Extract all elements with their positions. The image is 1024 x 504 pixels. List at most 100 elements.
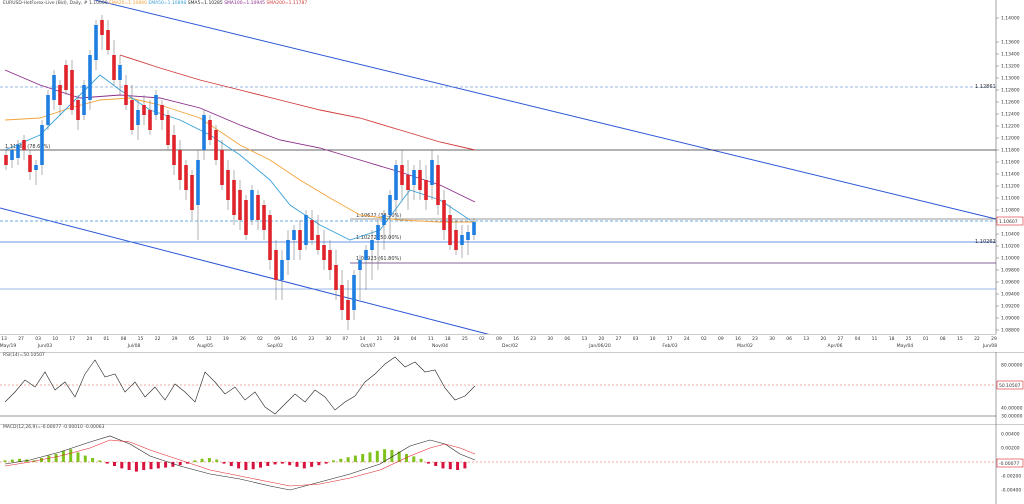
macd-histogram-bar <box>463 462 467 469</box>
macd-pane[interactable]: 0.00400 0.00200 -0.00200 -0.00400 -0.00077 M… <box>0 424 1024 504</box>
macd-histogram-bar <box>324 462 328 464</box>
macd-histogram-bar <box>456 462 460 470</box>
price-tick-label: 1.13600 <box>1001 40 1020 46</box>
candle-body <box>256 195 260 220</box>
time-tick-label: 10 <box>650 336 656 342</box>
macd-current-tag-label: -0.00077 <box>999 461 1019 467</box>
month-label: Jul/08 <box>127 343 141 349</box>
macd-histogram <box>3 449 467 472</box>
month-label: Sep/02 <box>267 343 283 349</box>
candle-body <box>376 225 380 240</box>
candle-body <box>298 230 302 250</box>
time-tick-label: 06 <box>786 336 792 342</box>
rsi-info: RSI(14)=50.10507 <box>3 353 45 358</box>
sma100-line <box>4 69 476 203</box>
time-tick-label: 04 <box>411 336 417 342</box>
macd-histogram-bar <box>120 462 124 469</box>
candle-body <box>412 170 416 185</box>
candle-body <box>370 240 374 250</box>
macd-histogram-bar <box>164 462 168 468</box>
candle-body <box>22 140 26 150</box>
price-tick-label: 1.10000 <box>1001 256 1020 262</box>
time-tick-label: 13 <box>1 336 7 342</box>
candle-body <box>448 215 452 245</box>
candle-body <box>406 175 410 190</box>
time-tick-label: 30 <box>325 336 331 342</box>
fib-label-2: 1.10622 (38.20%) <box>356 213 401 219</box>
price-tick-label: 1.12800 <box>1001 88 1020 94</box>
candle-body <box>238 190 242 220</box>
price-tick-label: 1.09800 <box>1001 268 1020 274</box>
candle-body <box>460 235 464 245</box>
candle-body <box>280 260 284 280</box>
candle-body <box>166 115 170 145</box>
candle-body <box>232 180 236 215</box>
macd-line <box>4 435 476 491</box>
candle-body <box>436 165 440 205</box>
time-tick-label: 09 <box>718 336 724 342</box>
candle-body <box>328 250 332 270</box>
price-chart-canvas[interactable]: 1.14000 1.13600 1.13400 1.13200 1.13000 1.128… <box>0 0 1024 343</box>
price-tick-label: 1.09200 <box>1001 304 1020 310</box>
month-label: Jun/08 <box>982 343 997 349</box>
macd-histogram-bar <box>405 454 408 462</box>
macd-histogram-bar <box>346 457 350 462</box>
macd-histogram-bar <box>353 455 357 462</box>
macd-histogram-bar <box>142 462 146 470</box>
candle-body <box>10 150 14 160</box>
time-tick-label: 30 <box>547 336 553 342</box>
candle-body <box>52 75 56 100</box>
candle-body <box>274 250 278 280</box>
price-tick-label: 1.09000 <box>1001 316 1020 322</box>
time-tick-label: 17 <box>667 336 673 342</box>
macd-histogram-bar <box>434 462 438 466</box>
time-tick-label: 24 <box>684 336 690 342</box>
month-label: Jun/03 <box>37 343 52 349</box>
macd-histogram-bar <box>47 455 51 462</box>
candle-body <box>88 55 92 100</box>
month-label: Jan/06/20 <box>588 343 611 349</box>
macd-tick-label: 0.00200 <box>1001 446 1020 452</box>
rsi-pane[interactable]: 80.0000060.0000040.0000030.0000050.10507… <box>0 352 1024 424</box>
rsi-current-tag: 50.10507 <box>996 380 1024 390</box>
month-label: May/04 <box>897 343 914 349</box>
candle-body <box>178 150 182 180</box>
candle-body <box>34 165 38 170</box>
macd-signal-line <box>4 439 476 487</box>
macd-histogram-bar <box>280 462 284 464</box>
candle-body <box>454 230 458 250</box>
price-tick-label: 1.10200 <box>1001 244 1020 250</box>
macd-histogram-bar <box>448 462 452 470</box>
candle-body <box>208 120 212 140</box>
time-tick-label: 15 <box>957 336 963 342</box>
time-axis[interactable]: 13 27 03 10 17 24 01 08 15 22 29 05 12 19 26 02 09 16 23 30… <box>0 334 1024 352</box>
candle-body <box>46 95 50 125</box>
time-tick-label: 23 <box>752 336 758 342</box>
candle-body <box>100 20 104 35</box>
macd-histogram-bar <box>412 456 416 462</box>
macd-histogram-bar <box>113 462 116 466</box>
macd-histogram-bar <box>251 462 255 470</box>
candle-body <box>70 70 74 110</box>
candle-body <box>154 95 158 115</box>
time-tick-label: 02 <box>479 336 485 342</box>
indicator-value-2: SMA5=1.10285 <box>186 1 223 6</box>
time-tick-label: 21 <box>377 336 383 342</box>
time-tick-label: 25 <box>906 336 912 342</box>
candle-body <box>244 200 248 235</box>
macd-histogram-bar <box>441 462 445 469</box>
candle-body <box>58 85 62 105</box>
time-tick-label: 16 <box>291 336 297 342</box>
candle-body <box>124 85 128 105</box>
rsi-tick-label: 80.00000 <box>1001 363 1023 369</box>
candle-body <box>424 180 428 200</box>
macd-histogram-bar <box>339 458 343 462</box>
candle-body <box>340 285 344 310</box>
price-chart-pane[interactable]: 1.14000 1.13600 1.13400 1.13200 1.13000 1.128… <box>0 0 1024 343</box>
candle-body <box>184 165 188 190</box>
price-tick-label: 1.12200 <box>1001 124 1020 130</box>
time-tick-label: 05 <box>189 336 195 342</box>
level-tag-top: 1.12861 <box>975 84 996 90</box>
candle-body <box>472 222 476 235</box>
macd-histogram-bar <box>288 462 292 466</box>
